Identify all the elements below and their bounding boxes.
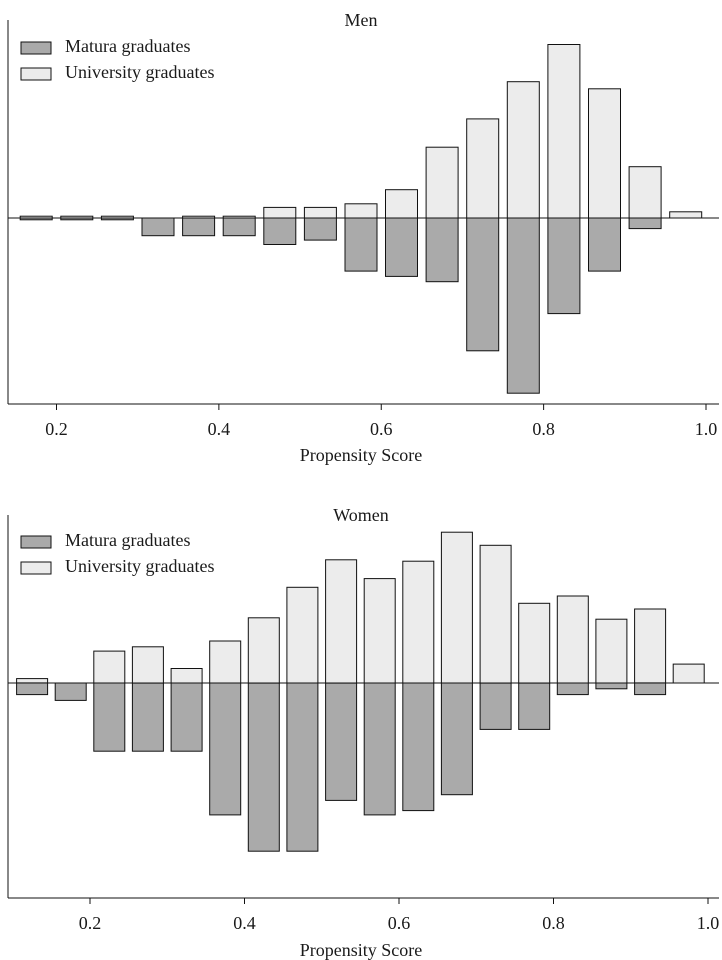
bar-matura — [506, 217, 540, 394]
bar-university — [479, 544, 512, 684]
legend-label: Matura graduates — [65, 530, 190, 550]
legend-swatch — [20, 41, 52, 55]
bar-university — [93, 650, 126, 684]
x-tick-label: 0.4 — [208, 419, 231, 439]
bar-university — [131, 646, 164, 684]
x-axis-label: Propensity Score — [300, 445, 422, 465]
bar-matura — [363, 682, 396, 816]
x-tick-label: 0.8 — [532, 419, 555, 439]
bar-university — [588, 88, 621, 219]
x-axis-label: Propensity Score — [300, 940, 422, 960]
x-tick-label: 0.2 — [79, 913, 102, 933]
bar-university — [595, 618, 628, 684]
bar-matura — [344, 217, 378, 272]
bar-university — [672, 663, 705, 684]
bar-university — [669, 211, 703, 219]
bar-university — [16, 678, 49, 684]
bar-matura — [556, 682, 589, 696]
x-tick-label: 0.8 — [542, 913, 565, 933]
bar-university — [425, 146, 459, 219]
bar-university — [466, 118, 500, 219]
bar-matura — [209, 682, 242, 816]
x-tick-label: 0.6 — [388, 913, 411, 933]
bar-matura — [518, 682, 551, 730]
bar-matura — [93, 682, 126, 752]
bar-university — [556, 595, 589, 684]
bar-matura — [595, 682, 628, 690]
bar-matura — [402, 682, 435, 812]
bar-university — [263, 206, 297, 219]
bar-university — [385, 189, 418, 219]
bar-matura — [303, 217, 337, 241]
bar-university — [344, 203, 378, 219]
bar-matura — [479, 682, 512, 730]
legend-swatch — [20, 67, 52, 81]
bar-matura — [263, 217, 297, 245]
bar-matura — [54, 682, 87, 701]
chart-title: Men — [345, 10, 378, 30]
bar-university — [506, 81, 540, 219]
bar-matura — [141, 217, 175, 237]
x-tick-label: 0.6 — [370, 419, 393, 439]
bar-university — [547, 44, 581, 219]
bar-matura — [286, 682, 319, 852]
bar-university — [325, 559, 358, 684]
bar-matura — [170, 682, 203, 752]
legend-swatch — [20, 561, 52, 575]
bar-university — [286, 586, 319, 684]
bar-matura — [385, 217, 418, 277]
bar-matura — [466, 217, 500, 352]
bar-matura — [425, 217, 459, 283]
bar-university — [363, 578, 396, 684]
bar-matura — [16, 682, 49, 696]
legend-swatch — [20, 535, 52, 549]
bar-matura — [628, 217, 662, 230]
legend-label: University graduates — [65, 556, 214, 576]
bar-university — [634, 608, 667, 684]
x-tick-label: 1.0 — [695, 419, 718, 439]
bar-matura — [222, 217, 256, 237]
bar-university — [303, 206, 337, 219]
bar-matura — [325, 682, 358, 801]
x-tick-label: 0.4 — [233, 913, 256, 933]
bar-university — [518, 602, 551, 684]
bar-university — [170, 668, 203, 684]
chart-title: Women — [333, 505, 389, 525]
bar-university — [402, 560, 435, 684]
bar-matura — [247, 682, 280, 852]
bar-university — [628, 166, 662, 219]
x-tick-label: 1.0 — [697, 913, 720, 933]
bar-university — [209, 640, 242, 684]
bar-matura — [547, 217, 581, 315]
legend-label: University graduates — [65, 62, 214, 82]
bar-matura — [588, 217, 621, 272]
bar-matura — [634, 682, 667, 696]
bar-matura — [131, 682, 164, 752]
bar-university — [247, 617, 280, 684]
x-tick-label: 0.2 — [45, 419, 68, 439]
bar-university — [440, 531, 473, 684]
legend-label: Matura graduates — [65, 36, 190, 56]
bar-matura — [182, 217, 216, 237]
bar-matura — [440, 682, 473, 796]
